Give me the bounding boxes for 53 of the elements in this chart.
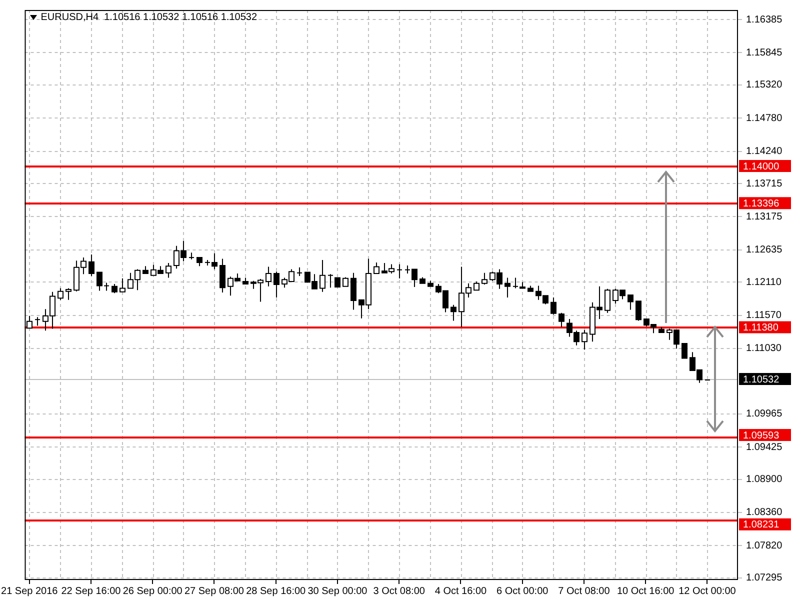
x-tick-label: 30 Sep 00:00 — [308, 586, 368, 597]
x-tick-label: 21 Sep 2016 — [1, 586, 58, 597]
candlestick — [328, 274, 334, 288]
candlestick — [274, 271, 280, 298]
chart-title: EURUSD,H4 1.10516 1.10532 1.10516 1.10532 — [40, 12, 258, 23]
ref-line-label: 1.14000 — [743, 161, 780, 172]
x-tick-label: 7 Oct 08:00 — [558, 586, 610, 597]
ref-line-label: 1.11380 — [743, 322, 779, 334]
candlestick — [320, 259, 326, 292]
y-tick-label: 1.15320 — [746, 80, 783, 91]
candlestick — [350, 272, 356, 310]
candlestick — [334, 277, 340, 288]
x-tick-label: 27 Sep 08:00 — [184, 586, 244, 597]
ref-line-label: 1.10532 — [743, 374, 780, 386]
ref-line-label: 1.08231 — [743, 520, 780, 531]
y-tick-label: 1.13715 — [746, 178, 783, 190]
x-tick-label: 10 Oct 16:00 — [616, 586, 675, 597]
candlestick — [450, 304, 456, 322]
x-tick-label: 12 Oct 00:00 — [678, 586, 736, 597]
y-tick-label: 1.08900 — [746, 474, 783, 486]
candlestick — [582, 330, 588, 350]
ref-line-label: 1.09593 — [743, 430, 780, 442]
y-tick-label: 1.16385 — [746, 14, 783, 26]
candlestick — [682, 343, 688, 359]
y-tick-label: 1.14240 — [746, 146, 783, 158]
candlestick — [220, 258, 226, 294]
ref-line-label: 1.13396 — [743, 198, 780, 210]
candlestick — [88, 254, 94, 276]
y-tick-label: 1.15845 — [746, 47, 783, 58]
candlestick — [66, 288, 72, 300]
y-tick-label: 1.13175 — [746, 211, 783, 222]
candlestick — [120, 278, 126, 292]
x-tick-label: 4 Oct 16:00 — [434, 586, 487, 597]
candlestick — [58, 288, 64, 300]
candlestick — [266, 266, 272, 287]
x-tick-label: 22 Sep 16:00 — [61, 586, 122, 597]
candlestick — [396, 264, 402, 279]
y-tick-label: 1.12635 — [746, 244, 783, 256]
y-tick-label: 1.12110 — [746, 276, 782, 288]
y-tick-label: 1.07820 — [746, 540, 783, 552]
y-tick-label: 1.07295 — [746, 572, 783, 584]
y-tick-label: 1.09965 — [746, 408, 783, 420]
y-tick-label: 1.08360 — [746, 507, 783, 518]
y-tick-label: 1.11030 — [746, 343, 782, 354]
candlestick — [142, 266, 148, 274]
x-tick-label: 6 Oct 00:00 — [496, 586, 549, 597]
x-tick-label: 3 Oct 08:00 — [373, 586, 426, 597]
x-tick-label: 26 Sep 00:00 — [122, 586, 183, 597]
y-tick-label: 1.14780 — [746, 112, 783, 124]
x-tick-label: 28 Sep 16:00 — [246, 586, 306, 597]
y-tick-label: 1.09425 — [746, 442, 783, 453]
candlestick — [504, 277, 510, 298]
y-tick-label: 1.11570 — [746, 310, 782, 322]
